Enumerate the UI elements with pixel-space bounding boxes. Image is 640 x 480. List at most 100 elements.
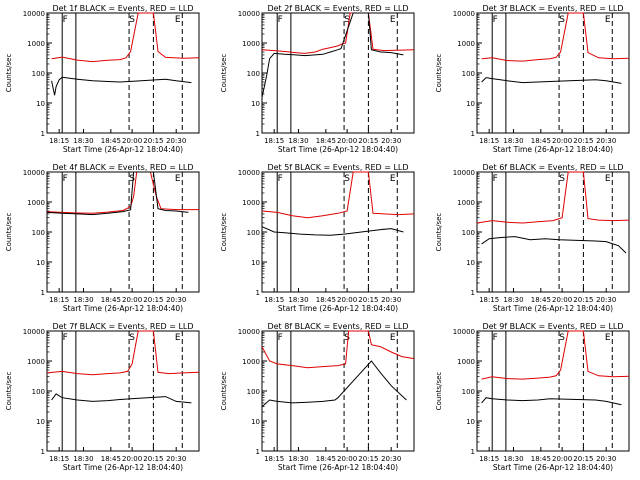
x-tick-label: 20:15 [358,137,378,145]
plot-frame [46,12,200,134]
marker-letter-f: F [278,333,283,343]
detector-panel-4: Det 4f BLACK = Events, RED = LLD 1 10 100 10… [5,163,200,313]
panel-title: Det 3f BLACK = Events, RED = LLD [482,4,623,13]
y-tick-label: 10 [36,259,45,267]
y-axis-label: Counts/sec [5,372,13,411]
marker-letter-e: E [390,174,396,184]
x-tick-label: 20:00 [337,296,357,304]
x-tick-label: 20:30 [166,137,186,145]
x-tick-label: 18:15 [479,137,499,145]
x-tick-label: 18:15 [479,296,499,304]
panel-title: Det 4f BLACK = Events, RED = LLD [52,163,193,172]
series-lld [481,12,630,62]
panel-title: Det 5f BLACK = Events, RED = LLD [267,163,408,172]
series-events [481,236,627,254]
y-tick-label: 10000 [23,169,45,177]
x-axis-label: Start Time (26-Apr-12 18:04:40) [278,304,398,313]
marker-letter-f: F [63,15,68,25]
marker-letter-s: S [129,333,135,343]
plot-frame [476,330,630,452]
y-axis-label: Counts/sec [220,213,228,252]
x-tick-label: 20:00 [337,137,357,145]
y-tick-label: 1 [256,289,260,297]
x-tick-label: 20:00 [122,455,142,463]
marker-letter-f: F [493,15,498,25]
x-tick-label: 20:30 [596,455,616,463]
detector-panel-9: Det 9f BLACK = Events, RED = LLD 1 10 100 10… [435,322,630,472]
y-tick-label: 10 [466,100,475,108]
panel-title: Det 8f BLACK = Events, RED = LLD [267,322,408,331]
x-tick-label: 20:15 [573,137,593,145]
series-events [481,397,622,406]
panel-title: Det 7f BLACK = Events, RED = LLD [52,322,193,331]
series-events [261,360,407,408]
plot-frame [46,171,200,293]
x-tick-label: 18:30 [288,137,308,145]
y-tick-label: 100 [462,70,475,78]
y-tick-label: 1000 [27,40,45,48]
detector-panel-7: Det 7f BLACK = Events, RED = LLD 1 10 100 10… [5,322,200,472]
detector-panel-8: Det 8f BLACK = Events, RED = LLD 1 10 100 10… [220,322,415,472]
x-axis-label: Start Time (26-Apr-12 18:04:40) [63,463,183,472]
marker-letter-s: S [344,174,350,184]
x-tick-label: 20:00 [122,137,142,145]
marker-letter-e: E [390,15,396,25]
x-tick-label: 20:30 [166,296,186,304]
x-tick-label: 18:15 [49,296,69,304]
marker-letter-s: S [559,15,565,25]
y-tick-label: 1 [471,289,475,297]
series-lld [476,171,630,224]
marker-letter-s: S [344,333,350,343]
y-tick-label: 100 [32,229,45,237]
y-tick-label: 100 [247,388,260,396]
x-axis-label: Start Time (26-Apr-12 18:04:40) [63,304,183,313]
marker-letter-s: S [559,333,565,343]
marker-letter-s: S [344,15,350,25]
marker-letter-e: E [605,174,611,184]
marker-letter-e: E [605,333,611,343]
marker-letter-s: S [129,15,135,25]
y-tick-label: 10000 [238,10,260,18]
x-tick-label: 18:15 [49,137,69,145]
marker-letter-f: F [63,333,68,343]
y-tick-label: 1000 [27,199,45,207]
x-axis-label: Start Time (26-Apr-12 18:04:40) [278,145,398,154]
series-events [51,76,192,96]
plot-frame [261,330,415,452]
x-tick-label: 18:30 [288,455,308,463]
series-events [46,171,189,216]
x-tick-label: 20:30 [381,296,401,304]
y-tick-label: 10 [251,418,260,426]
panel-title: Det 6f BLACK = Events, RED = LLD [482,163,623,172]
y-tick-label: 1 [256,130,260,138]
y-tick-label: 1000 [242,199,260,207]
x-tick-label: 20:00 [552,455,572,463]
y-tick-label: 1000 [457,40,475,48]
x-tick-label: 18:45 [316,455,336,463]
x-tick-label: 18:45 [531,137,551,145]
y-tick-label: 10 [251,259,260,267]
x-tick-label: 18:30 [288,296,308,304]
marker-letter-e: E [175,333,181,343]
series-lld [261,12,415,54]
y-axis-label: Counts/sec [220,372,228,411]
series-lld [51,12,200,63]
y-tick-label: 10000 [453,328,475,336]
marker-letter-s: S [559,174,565,184]
x-tick-label: 20:30 [381,137,401,145]
x-tick-label: 20:15 [143,296,163,304]
plot-frame [476,171,630,293]
x-tick-label: 18:30 [73,296,93,304]
detector-panel-6: Det 6f BLACK = Events, RED = LLD 1 10 100 10… [435,163,630,313]
y-tick-label: 10000 [23,328,45,336]
x-tick-label: 20:30 [596,296,616,304]
marker-letter-e: E [390,333,396,343]
y-tick-label: 10000 [453,10,475,18]
detector-panel-1: Det 1f BLACK = Events, RED = LLD 1 10 100 10… [5,4,200,154]
marker-letter-f: F [493,174,498,184]
x-tick-label: 18:15 [264,137,284,145]
plot-frame [476,12,630,134]
x-tick-label: 20:00 [122,296,142,304]
y-tick-label: 100 [32,388,45,396]
